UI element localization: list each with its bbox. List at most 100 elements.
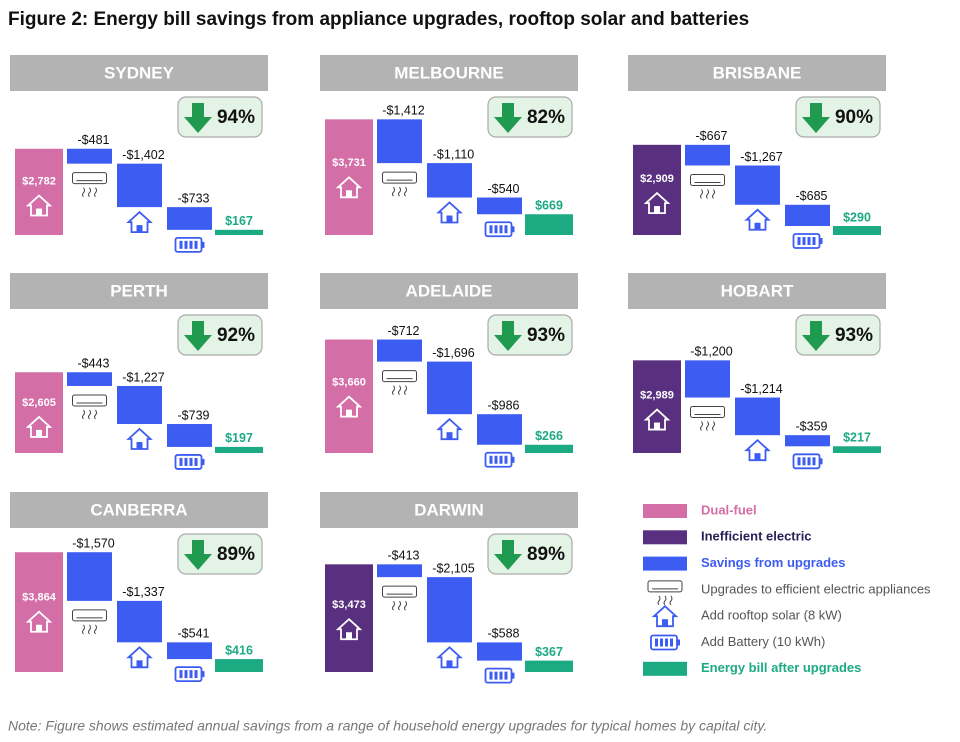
savings-label: -$1,696 [432, 346, 474, 360]
ac-body [382, 370, 417, 383]
battery-cell [189, 240, 193, 249]
savings-label: -$1,570 [72, 537, 114, 551]
savings-label: -$733 [178, 191, 210, 205]
reduction-arrow [494, 321, 522, 351]
ac-air [82, 187, 85, 198]
ac-air [712, 189, 715, 199]
reduction-label: 93% [527, 325, 565, 346]
house-icon [643, 408, 671, 431]
panel-title: BRISBANE [713, 63, 802, 82]
battery-cell [184, 240, 188, 249]
savings-label: -$712 [388, 324, 420, 338]
ac-icon [690, 406, 725, 431]
battery-tip [511, 226, 515, 233]
start-label: $3,473 [332, 599, 366, 611]
house-shape [335, 395, 363, 418]
savings-bar [735, 397, 780, 436]
end-label: $367 [535, 645, 563, 659]
savings-bar [117, 600, 162, 643]
savings-bar [167, 207, 212, 230]
legend-label: Add Battery (10 kWh) [701, 634, 825, 649]
start-label: $3,731 [332, 157, 366, 169]
ac-air [700, 189, 703, 199]
ac-air [669, 595, 673, 606]
battery-cell [494, 671, 498, 680]
ac-air [94, 409, 97, 420]
battery-cell [499, 671, 503, 680]
end-bar [833, 446, 881, 453]
ac-air [82, 409, 85, 420]
panel-title: SYDNEY [104, 63, 175, 82]
battery-cell [179, 240, 183, 249]
end-label: $197 [225, 431, 253, 445]
reduction-arrow [184, 540, 212, 570]
start-bar [15, 148, 63, 235]
house-icon [25, 415, 53, 438]
house-icon [436, 201, 463, 224]
battery-cell [499, 455, 503, 464]
end-label: $290 [843, 210, 871, 224]
ac-air [712, 421, 715, 431]
ac-body [690, 406, 725, 419]
battery-cell [797, 237, 801, 246]
house-icon [651, 604, 679, 628]
battery-tip [511, 672, 515, 679]
house-door [136, 442, 143, 450]
ac-air [392, 600, 395, 611]
battery-cell [807, 237, 811, 246]
battery-cell [489, 455, 493, 464]
savings-bar [685, 144, 730, 166]
savings-label: -$541 [178, 627, 210, 641]
battery-tip [201, 671, 205, 678]
house-icon [335, 395, 363, 418]
start-label: $2,909 [640, 173, 674, 185]
ac-body [382, 585, 417, 598]
figure-title: Figure 2: Energy bill savings from appli… [8, 9, 749, 30]
ac-body [72, 172, 107, 185]
savings-label: -$986 [488, 398, 520, 412]
ac-air [88, 187, 91, 198]
battery-cell [179, 670, 183, 679]
reduction-arrow [494, 540, 522, 570]
battery-icon [792, 233, 823, 249]
ac-air [404, 385, 407, 395]
battery-cell [494, 225, 498, 234]
house-door [654, 422, 660, 430]
end-label: $416 [225, 643, 253, 657]
battery-icon [484, 451, 515, 468]
legend-label: Inefficient electric [701, 529, 812, 544]
house-door [346, 190, 352, 198]
savings-label: -$413 [388, 549, 420, 563]
battery-body [174, 236, 203, 253]
ac-body [72, 609, 107, 622]
house-shape [436, 417, 463, 441]
end-bar [215, 446, 263, 453]
panel-header [10, 492, 268, 528]
savings-bar [377, 339, 422, 362]
battery-body [484, 451, 513, 468]
house-door [446, 660, 453, 668]
ac-air [657, 595, 661, 606]
battery-body [792, 233, 821, 249]
house-shape [436, 646, 463, 669]
house-shape [25, 610, 53, 633]
end-label: $266 [535, 429, 563, 443]
battery-icon [650, 634, 680, 651]
savings-bar [477, 414, 522, 445]
savings-bar [427, 577, 472, 643]
battery-cell [797, 457, 801, 466]
ac-body [690, 173, 725, 186]
legend-label: Dual-fuel [701, 502, 757, 517]
savings-label: -$1,110 [433, 147, 475, 161]
panel-title: DARWIN [414, 500, 484, 519]
end-bar [525, 444, 573, 453]
house-shape [126, 427, 153, 450]
legend-swatch [643, 661, 687, 676]
savings-label: -$481 [78, 133, 110, 147]
house-icon [25, 610, 53, 633]
ac-air [82, 624, 85, 635]
legend-label: Add rooftop solar (8 kW) [701, 608, 842, 623]
battery-body [650, 634, 678, 651]
house-icon [335, 176, 363, 199]
savings-label: -$685 [796, 189, 828, 203]
